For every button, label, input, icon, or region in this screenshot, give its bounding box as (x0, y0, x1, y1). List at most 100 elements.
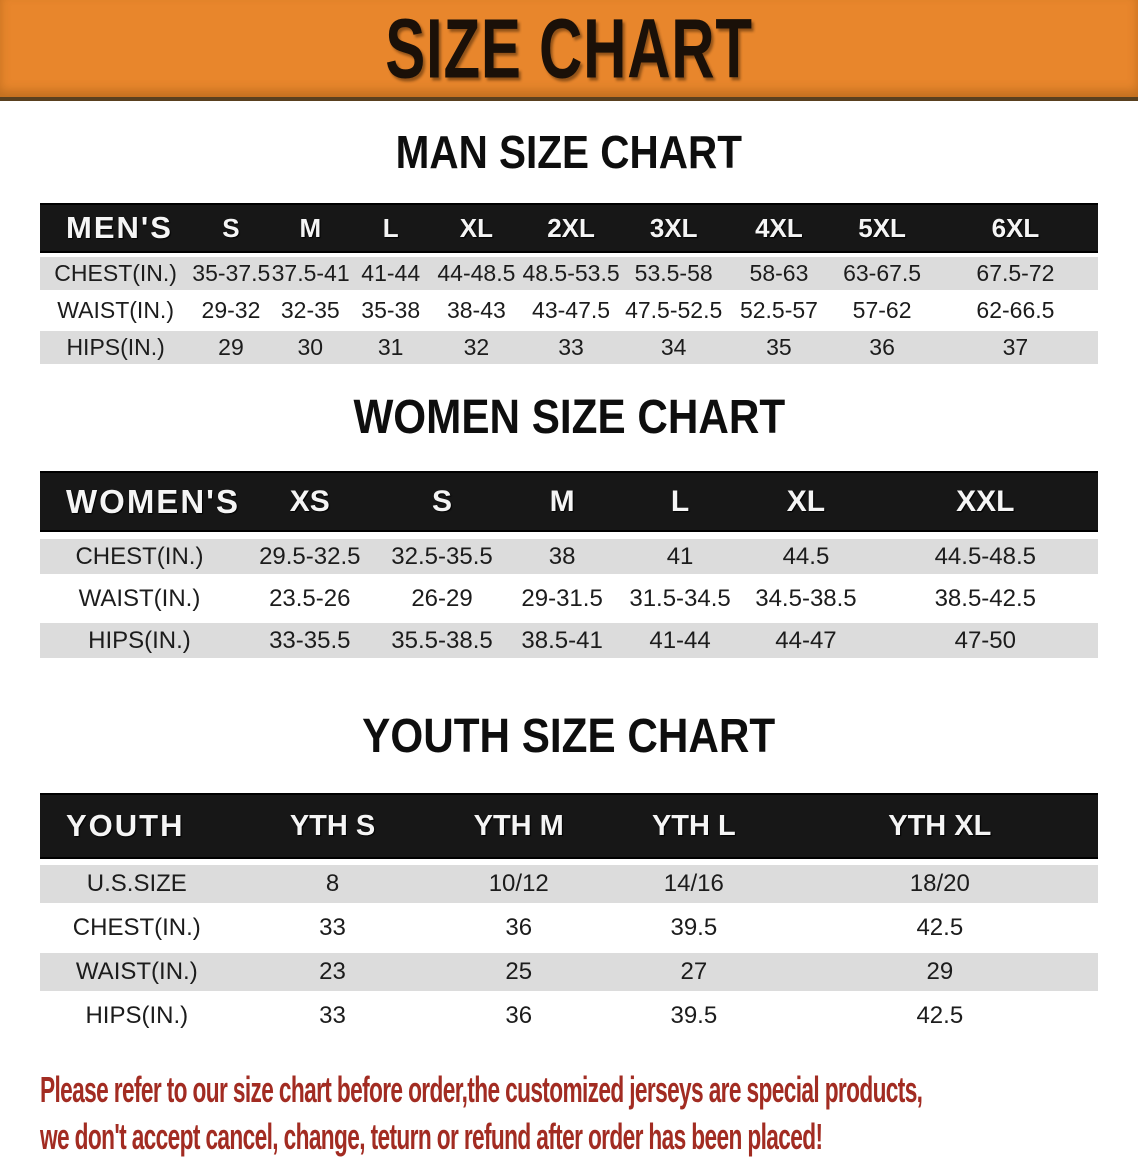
size-column-header: YTH XL (781, 793, 1098, 859)
measurement-cell: 62-66.5 (932, 294, 1098, 327)
women-size-section: WOMEN SIZE CHART WOMEN'S XS S M L XL XXL CHEST… (0, 368, 1138, 665)
measurement-cell: 32-35 (270, 294, 350, 327)
measurement-cell: 41-44 (349, 257, 432, 290)
measurement-cell: 23 (233, 953, 432, 991)
size-chart-banner: SIZE CHART (0, 0, 1138, 101)
youth-section-heading: YOUTH SIZE CHART (0, 665, 1138, 787)
size-column-header: XS (238, 471, 381, 532)
row-label: WAIST(IN.) (40, 953, 234, 991)
women-section-heading: WOMEN SIZE CHART (0, 368, 1138, 464)
men-table-header-row: MEN'S S M L XL 2XL 3XL 4XL 5XL 6XL (40, 203, 1098, 253)
measurement-row: HIPS(IN.) 33-35.5 35.5-38.5 38.5-41 41-44 44-… (40, 623, 1098, 658)
measurement-cell: 32 (431, 331, 522, 364)
measurement-cell: 44.5 (739, 539, 873, 574)
measurement-cell: 25 (431, 953, 607, 991)
size-column-header: XL (431, 203, 522, 253)
measurement-cell: 29-31.5 (503, 581, 621, 616)
measurement-cell: 43-47.5 (521, 294, 621, 327)
measurement-cell: 29.5-32.5 (238, 539, 381, 574)
men-table-corner-label: MEN'S (40, 203, 192, 253)
measurement-cell: 37.5-41 (270, 257, 350, 290)
measurement-cell: 35-38 (349, 294, 432, 327)
disclaimer-line-1: Please refer to our size chart before or… (40, 1069, 923, 1110)
measurement-cell: 31 (349, 331, 432, 364)
row-label: HIPS(IN.) (40, 997, 234, 1035)
measurement-cell: 33 (233, 909, 432, 947)
measurement-cell: 42.5 (781, 909, 1098, 947)
youth-size-table: YOUTH YTH S YTH M YTH L YTH XL U.S.SIZE 8 10/1… (40, 787, 1098, 1041)
row-label: CHEST(IN.) (40, 909, 234, 947)
measurement-cell: 32.5-35.5 (380, 539, 504, 574)
measurement-cell: 34 (620, 331, 727, 364)
measurement-cell: 44-47 (739, 623, 873, 658)
measurement-cell: 29 (191, 331, 271, 364)
measurement-cell: 58-63 (726, 257, 832, 290)
youth-section-heading-text: YOUTH SIZE CHART (362, 710, 776, 763)
row-label: CHEST(IN.) (40, 257, 192, 290)
women-table-corner-label: WOMEN'S (40, 471, 239, 532)
measurement-cell: 42.5 (781, 997, 1098, 1035)
measurement-cell: 14/16 (606, 865, 782, 903)
size-column-header: L (620, 471, 740, 532)
size-column-header: M (503, 471, 621, 532)
measurement-cell: 52.5-57 (726, 294, 832, 327)
measurement-cell: 36 (831, 331, 933, 364)
measurement-cell: 29-32 (191, 294, 271, 327)
men-size-table: MEN'S S M L XL 2XL 3XL 4XL 5XL 6XL CHEST(IN.) 35-3… (40, 199, 1098, 368)
measurement-cell: 27 (606, 953, 782, 991)
size-column-header: 5XL (831, 203, 933, 253)
measurement-cell: 34.5-38.5 (739, 581, 873, 616)
measurement-cell: 36 (431, 997, 607, 1035)
measurement-cell: 36 (431, 909, 607, 947)
size-column-header: S (191, 203, 271, 253)
row-label: CHEST(IN.) (40, 539, 239, 574)
women-size-table: WOMEN'S XS S M L XL XXL CHEST(IN.) 29.5-32.5 32.… (40, 464, 1098, 665)
size-column-header: YTH M (431, 793, 607, 859)
disclaimer: Please refer to our size chart before or… (40, 1067, 1138, 1161)
measurement-cell: 47.5-52.5 (620, 294, 727, 327)
women-section-heading-text: WOMEN SIZE CHART (353, 391, 785, 444)
measurement-cell: 53.5-58 (620, 257, 727, 290)
measurement-cell: 38-43 (431, 294, 522, 327)
measurement-cell: 31.5-34.5 (620, 581, 740, 616)
measurement-cell: 26-29 (380, 581, 504, 616)
measurement-cell: 35 (726, 331, 832, 364)
measurement-cell: 37 (932, 331, 1098, 364)
measurement-cell: 38.5-42.5 (872, 581, 1098, 616)
youth-size-section: YOUTH SIZE CHART YOUTH YTH S YTH M YTH L YTH… (0, 665, 1138, 1041)
men-section-heading: MAN SIZE CHART (0, 101, 1138, 199)
measurement-cell: 23.5-26 (238, 581, 381, 616)
measurement-cell: 57-62 (831, 294, 933, 327)
measurement-cell: 33-35.5 (238, 623, 381, 658)
size-column-header: YTH S (233, 793, 432, 859)
size-column-header: YTH L (606, 793, 782, 859)
size-column-header: XXL (872, 471, 1098, 532)
men-section-heading-text: MAN SIZE CHART (395, 126, 743, 178)
row-label: WAIST(IN.) (40, 294, 192, 327)
size-column-header: L (349, 203, 432, 253)
measurement-cell: 48.5-53.5 (521, 257, 621, 290)
disclaimer-line-2: we don't accept cancel, change, teturn o… (40, 1115, 823, 1157)
measurement-cell: 41-44 (620, 623, 740, 658)
youth-table-header-row: YOUTH YTH S YTH M YTH L YTH XL (40, 793, 1098, 859)
measurement-cell: 44-48.5 (431, 257, 522, 290)
measurement-cell: 18/20 (781, 865, 1098, 903)
size-column-header: XL (739, 471, 873, 532)
measurement-row: WAIST(IN.) 23 25 27 29 (40, 953, 1098, 991)
measurement-row: CHEST(IN.) 35-37.5 37.5-41 41-44 44-48.5 48.5… (40, 257, 1098, 290)
men-size-section: MAN SIZE CHART MEN'S S M L XL 2XL 3XL 4XL 5XL 6XL… (0, 101, 1138, 368)
measurement-cell: 63-67.5 (831, 257, 933, 290)
measurement-cell: 38.5-41 (503, 623, 621, 658)
measurement-row: HIPS(IN.) 29 30 31 32 33 34 35 36 37 (40, 331, 1098, 364)
banner-title: SIZE CHART (385, 1, 753, 95)
measurement-cell: 10/12 (431, 865, 607, 903)
row-label: HIPS(IN.) (40, 623, 239, 658)
measurement-cell: 39.5 (606, 909, 782, 947)
size-column-header: 3XL (620, 203, 727, 253)
measurement-row: CHEST(IN.) 29.5-32.5 32.5-35.5 38 41 44.5 44.5… (40, 539, 1098, 574)
measurement-row: U.S.SIZE 8 10/12 14/16 18/20 (40, 865, 1098, 903)
row-label: U.S.SIZE (40, 865, 234, 903)
measurement-row: CHEST(IN.) 33 36 39.5 42.5 (40, 909, 1098, 947)
measurement-cell: 30 (270, 331, 350, 364)
measurement-cell: 8 (233, 865, 432, 903)
